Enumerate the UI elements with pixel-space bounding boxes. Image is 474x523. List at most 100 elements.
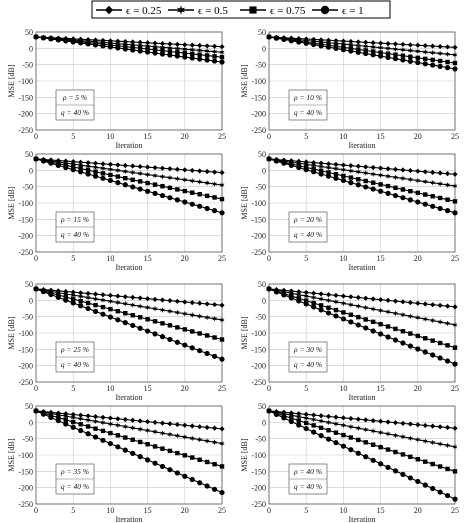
- data-point: [333, 430, 339, 435]
- data-point: [452, 51, 458, 58]
- data-point: [85, 41, 91, 47]
- data-point: [392, 337, 399, 343]
- y-tick-label: 0: [262, 166, 266, 175]
- data-point: [311, 290, 317, 296]
- data-point: [130, 437, 135, 442]
- data-point: [393, 185, 398, 190]
- y-axis-label: MSE [dB]: [240, 438, 249, 471]
- data-point: [303, 415, 309, 422]
- data-point: [204, 350, 210, 357]
- annotation-text: ρ = 30 %: [293, 345, 322, 354]
- y-tick-label: -150: [251, 467, 266, 476]
- data-point: [137, 454, 143, 460]
- data-point: [288, 412, 294, 419]
- data-point: [325, 292, 332, 298]
- y-tick-label: 0: [262, 296, 266, 305]
- data-point: [370, 306, 376, 313]
- data-point: [422, 482, 428, 488]
- data-point: [400, 471, 406, 478]
- data-point: [408, 54, 413, 59]
- data-point: [197, 56, 203, 62]
- x-tick-label: 5: [71, 132, 75, 141]
- x-tick-label: 5: [304, 132, 308, 141]
- data-point: [211, 181, 218, 187]
- data-point: [182, 422, 188, 428]
- data-point: [385, 190, 391, 196]
- data-point: [318, 295, 324, 302]
- data-point: [122, 46, 128, 52]
- data-point: [311, 162, 317, 169]
- y-axis-label: MSE [dB]: [7, 316, 16, 349]
- data-point: [145, 304, 151, 311]
- data-point: [430, 485, 436, 492]
- data-point: [437, 205, 443, 212]
- x-tick-label: 0: [34, 506, 38, 515]
- data-point: [355, 42, 361, 49]
- data-point: [85, 167, 91, 173]
- data-point: [167, 166, 173, 172]
- data-point: [452, 210, 458, 216]
- data-point: [318, 43, 324, 49]
- data-point: [219, 170, 225, 176]
- data-point: [407, 47, 413, 54]
- data-point: [266, 34, 272, 40]
- data-point: [348, 319, 354, 325]
- x-axis-label: Iteration: [115, 393, 142, 402]
- data-point: [115, 45, 121, 51]
- data-point: [190, 455, 195, 460]
- data-point: [100, 437, 106, 443]
- data-point: [363, 170, 369, 176]
- data-point: [100, 419, 106, 426]
- data-point: [423, 56, 428, 62]
- data-point: [85, 417, 91, 424]
- data-point: [415, 59, 421, 66]
- x-tick-label: 10: [106, 132, 114, 141]
- data-point: [363, 43, 369, 50]
- y-axis-label: MSE [dB]: [240, 64, 249, 97]
- y-tick-label: -200: [251, 110, 266, 119]
- data-point: [363, 325, 369, 331]
- data-point: [325, 44, 332, 50]
- data-point: [311, 416, 317, 423]
- data-point: [437, 195, 443, 201]
- data-point: [145, 427, 151, 434]
- data-point: [174, 298, 180, 304]
- y-tick-label: -100: [251, 199, 266, 208]
- data-point: [333, 313, 339, 319]
- y-tick-label: 0: [262, 44, 266, 53]
- data-point: [145, 442, 150, 447]
- data-point: [333, 45, 339, 52]
- data-point: [174, 470, 180, 476]
- data-point: [303, 289, 309, 296]
- y-tick-label: 0: [29, 418, 33, 427]
- data-point: [189, 167, 195, 174]
- data-point: [325, 310, 332, 316]
- data-point: [123, 175, 128, 181]
- data-point: [333, 292, 339, 298]
- x-tick-label: 5: [304, 506, 308, 515]
- data-point: [407, 299, 413, 306]
- data-point: [115, 162, 121, 168]
- data-point: [211, 486, 218, 492]
- data-point: [152, 319, 158, 324]
- annotation-text: ρ = 25 %: [60, 345, 89, 354]
- data-point: [445, 59, 450, 65]
- data-point: [273, 289, 280, 295]
- data-point: [407, 313, 413, 320]
- data-point: [363, 426, 369, 433]
- data-point: [303, 161, 309, 168]
- data-point: [430, 338, 435, 343]
- plot-frame: [35, 283, 223, 383]
- data-point: [355, 39, 361, 45]
- data-point: [92, 434, 99, 440]
- data-point: [444, 208, 451, 214]
- x-tick-label: 20: [181, 254, 189, 263]
- data-point: [340, 443, 346, 449]
- data-point: [189, 423, 195, 429]
- data-point: [145, 171, 151, 178]
- data-point: [130, 424, 136, 431]
- data-point: [430, 169, 436, 176]
- data-point: [407, 421, 413, 427]
- data-point: [415, 422, 421, 428]
- data-point: [167, 323, 173, 328]
